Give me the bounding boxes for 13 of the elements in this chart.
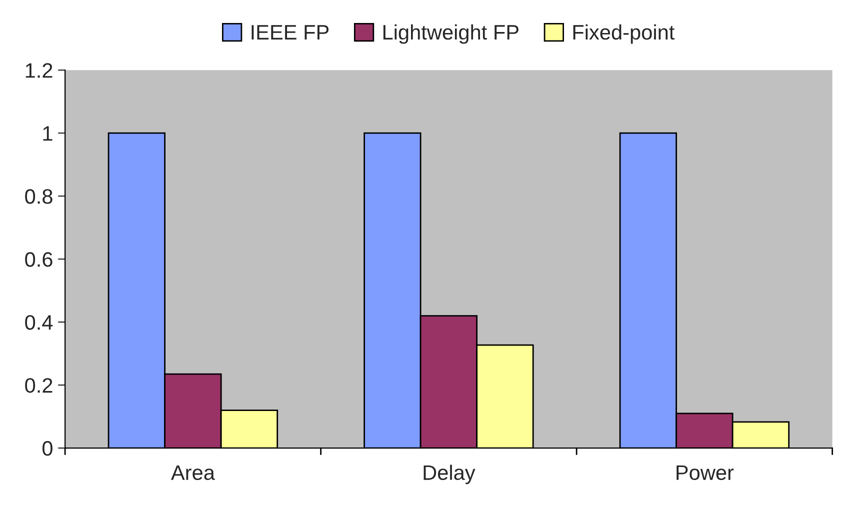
y-tick-label: 1.2 <box>26 63 52 78</box>
y-tick-label: 0.2 <box>25 378 52 393</box>
x-tick-label: Area <box>170 465 215 480</box>
y-tick-label: 0.8 <box>25 189 52 204</box>
y-tick-label: 0.6 <box>25 252 52 267</box>
y-tick-label: 0.4 <box>25 315 53 330</box>
legend-label: Lightweight FP <box>383 24 518 44</box>
y-tick-label: 0 <box>42 441 52 456</box>
x-tick-label: Delay <box>424 464 476 484</box>
y-tick-label: 1 <box>43 126 52 141</box>
legend-label: Fixed-point <box>573 24 675 44</box>
legend-label: IEEE FP <box>252 25 329 40</box>
x-tick-label: Power <box>676 465 734 480</box>
